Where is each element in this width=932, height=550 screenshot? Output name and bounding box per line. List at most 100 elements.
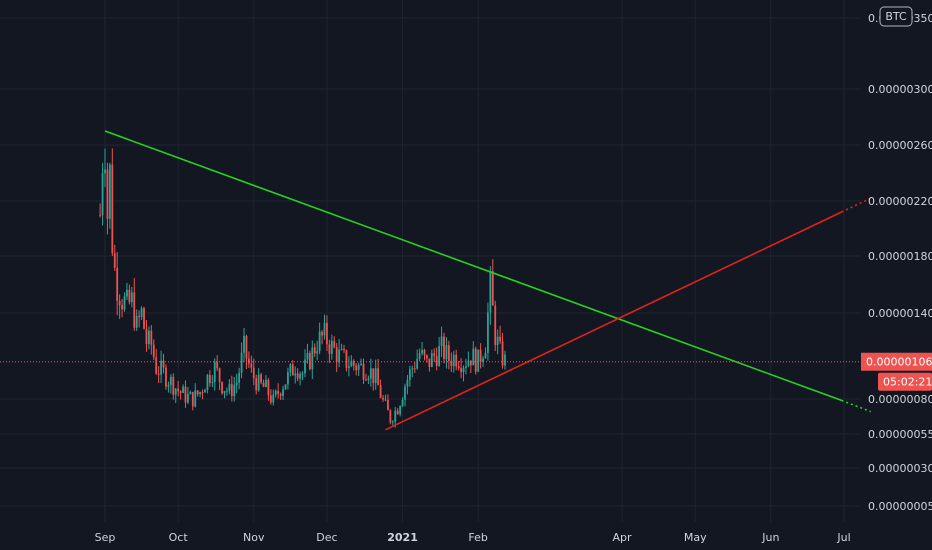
candle	[196, 389, 199, 397]
candle	[282, 385, 284, 401]
price-axis[interactable]: 0.00000005 0.00000030 0.00000055 0.00000080…	[868, 12, 932, 513]
candle	[101, 162, 104, 226]
candle	[211, 375, 214, 388]
candle	[108, 162, 111, 229]
candle	[138, 310, 141, 328]
candle	[406, 374, 409, 395]
candle	[308, 350, 311, 371]
candle	[494, 300, 497, 352]
y-tick-label: 0.00000140	[868, 307, 932, 320]
candle	[169, 374, 172, 394]
trendline-1[interactable]	[385, 211, 842, 431]
candle	[474, 346, 477, 375]
candle	[367, 375, 370, 385]
candle	[130, 286, 133, 308]
candle	[428, 358, 431, 372]
x-tick-label: 2021	[387, 531, 418, 544]
candle	[360, 358, 362, 366]
candle	[199, 391, 202, 398]
currency-badge[interactable]	[879, 6, 913, 27]
y-tick-label: 0.00000260	[868, 139, 932, 152]
candles	[99, 148, 506, 428]
candle	[326, 315, 328, 352]
candle	[387, 394, 389, 411]
candle	[311, 340, 314, 379]
trendline-0[interactable]	[104, 130, 842, 402]
y-tick-label: 0.00000220	[868, 195, 932, 208]
candle	[123, 292, 126, 312]
candle	[462, 365, 465, 382]
candle	[296, 368, 299, 382]
candle	[238, 367, 241, 390]
candle	[377, 358, 380, 386]
candle	[391, 420, 394, 426]
candle	[465, 358, 467, 375]
candle	[160, 350, 162, 384]
candle	[104, 148, 106, 188]
candle	[140, 306, 143, 321]
candle	[469, 360, 472, 373]
x-tick-label: Sep	[95, 531, 116, 544]
candle	[230, 375, 233, 402]
candle	[221, 381, 223, 395]
candle	[396, 408, 399, 415]
candle	[374, 359, 377, 390]
candle	[355, 362, 358, 376]
candle	[118, 294, 121, 319]
time-axis[interactable]: Sep Oct Nov Dec 2021 Feb Apr May Jun Jul	[95, 531, 851, 544]
candle	[267, 378, 270, 401]
candle	[116, 251, 119, 316]
candle	[369, 358, 372, 387]
candle	[157, 366, 160, 384]
y-tick-label: 0.00000030	[868, 462, 932, 475]
candle	[499, 325, 502, 344]
trendline-extension-1	[841, 197, 872, 213]
x-tick-label: May	[684, 531, 707, 544]
candle	[204, 388, 206, 393]
candle	[172, 373, 175, 400]
candle	[443, 332, 445, 364]
candle	[189, 390, 192, 395]
candle	[421, 341, 423, 356]
candle	[333, 336, 336, 349]
candle	[345, 349, 348, 372]
x-tick-label: Oct	[169, 531, 189, 544]
candle	[145, 320, 148, 352]
candle	[143, 306, 145, 330]
x-tick-label: Apr	[613, 531, 633, 544]
candle	[299, 371, 302, 386]
candle	[455, 349, 458, 371]
candle	[235, 373, 238, 394]
candle	[450, 352, 453, 373]
candle	[438, 337, 441, 367]
candle	[365, 373, 367, 381]
candle	[126, 282, 128, 301]
candle	[184, 380, 187, 408]
candle	[208, 370, 211, 387]
candle	[321, 330, 323, 345]
candle	[274, 389, 277, 398]
candle	[335, 342, 338, 373]
y-tick-label: 0.00000055	[868, 428, 932, 441]
trendlines	[104, 130, 872, 431]
grid	[0, 0, 860, 522]
candle	[228, 379, 231, 395]
candle	[379, 379, 382, 399]
y-tick-label: 0.00000005	[868, 500, 932, 513]
candle	[338, 338, 341, 368]
x-tick-label: Nov	[243, 531, 265, 544]
candle	[174, 387, 177, 403]
candle	[496, 329, 499, 355]
candle	[313, 343, 316, 357]
candle	[213, 358, 216, 391]
x-tick-label: Dec	[316, 531, 337, 544]
candle	[245, 334, 248, 370]
candle	[418, 348, 421, 362]
candle	[165, 364, 167, 390]
candle	[216, 355, 219, 372]
candle	[440, 326, 443, 357]
candle	[133, 278, 136, 331]
candle	[106, 162, 109, 235]
